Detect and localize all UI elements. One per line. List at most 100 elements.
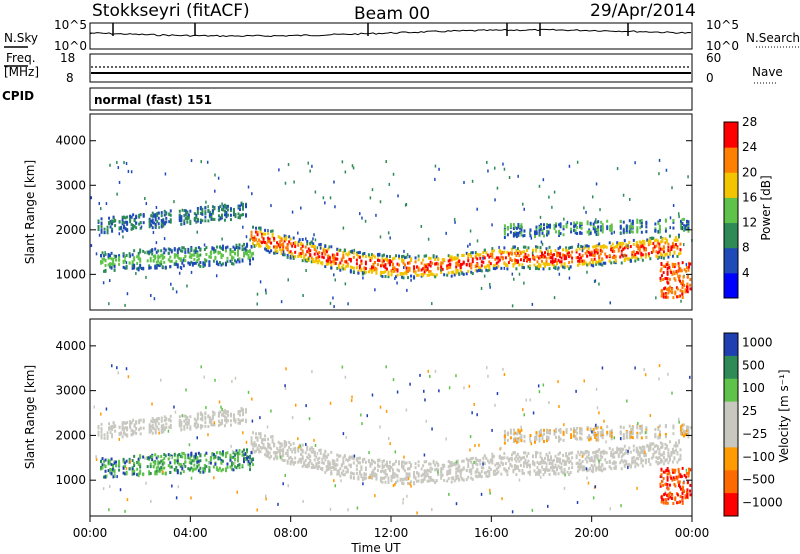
power-cell: [673, 265, 676, 269]
velocity-cell: [569, 459, 572, 463]
velocity-cell: [595, 453, 598, 457]
power-cell: [586, 249, 589, 253]
velocity-cell: [533, 469, 536, 473]
power-cell: [101, 260, 104, 264]
power-cell: [474, 264, 477, 268]
power-cell: [599, 260, 602, 264]
power-cell: [388, 255, 391, 259]
velocity-cell: [533, 463, 536, 467]
velocity-cell: [292, 442, 295, 446]
power-cell: [124, 220, 127, 224]
velocity-cell: [126, 434, 129, 438]
velocity-cell: [324, 470, 327, 474]
velocity-cell: [566, 455, 569, 459]
velocity-cell: [373, 472, 376, 476]
power-cell: [548, 262, 551, 266]
power-cell: [379, 264, 382, 268]
velocity-cell: [218, 456, 221, 460]
velocity-cell: [562, 471, 565, 475]
power-cell: [123, 224, 126, 228]
y-tick-label: 2000: [55, 223, 86, 237]
power-cell: [286, 253, 289, 257]
power-cell: [670, 247, 673, 251]
power-cell: [225, 210, 228, 214]
velocity-cell: [470, 457, 473, 461]
power-cell: [252, 251, 255, 255]
velocity-cell: [599, 468, 602, 472]
velocity-cell: [544, 468, 547, 472]
velocity-cell: [199, 466, 202, 470]
velocity-cell: [417, 460, 420, 464]
power-cell: [225, 206, 228, 210]
power-cell: [240, 213, 243, 217]
velocity-cell: [300, 452, 303, 456]
power-cell: [139, 226, 142, 230]
power-cell: [208, 210, 211, 214]
power-cell: [204, 206, 207, 210]
velocity-cell: [316, 465, 319, 469]
power-cell: [286, 255, 289, 259]
power-cell: [538, 224, 541, 228]
velocity-cell: [235, 466, 238, 470]
power-cell: [370, 267, 373, 271]
power-cell: [682, 243, 685, 247]
power-cell: [573, 229, 576, 233]
velocity-cell: [616, 450, 619, 454]
velocity-cell: [486, 459, 489, 463]
velocity-cell: [280, 457, 283, 461]
power-cell: [313, 244, 316, 248]
power-cell: [316, 246, 319, 250]
velocity-cell: [348, 455, 351, 459]
power-cell: [546, 229, 549, 233]
velocity-cell: [628, 432, 631, 436]
velocity-cell: [125, 472, 128, 476]
power-cell: [98, 202, 101, 206]
power-cell: [426, 273, 429, 277]
power-cell: [363, 271, 366, 275]
velocity-cell: [158, 467, 161, 471]
power-cell: [110, 251, 113, 255]
velocity-cell: [413, 481, 416, 485]
velocity-cell: [363, 472, 366, 476]
power-cell: [288, 240, 291, 244]
velocity-cell: [271, 440, 274, 444]
velocity-cell: [118, 432, 121, 436]
power-cell: [515, 261, 518, 265]
velocity-cell: [636, 486, 638, 490]
power-cell: [361, 252, 364, 256]
power-cell: [197, 263, 200, 267]
power-cell: [536, 265, 539, 269]
power-cell: [470, 266, 473, 270]
power-cell: [515, 235, 518, 239]
velocity-cell: [687, 425, 690, 429]
velocity-cell: [428, 475, 431, 479]
velocity-cell: [662, 462, 665, 466]
power-cell: [556, 251, 559, 255]
power-cell: [659, 278, 662, 282]
velocity-cell: [435, 461, 438, 465]
power-cell: [194, 261, 197, 265]
power-cell: [544, 265, 547, 269]
power-cell: [124, 216, 127, 220]
freq-panel: Freq. [MHz] 18 8 60 0 Nave: [4, 51, 783, 85]
power-cell: [243, 247, 246, 251]
velocity-cell: [305, 404, 307, 408]
velocity-cell: [595, 423, 597, 427]
power-cell: [382, 253, 385, 257]
power-cell: [342, 254, 345, 258]
velocity-cell: [357, 456, 360, 460]
power-cell: [619, 224, 622, 228]
power-cell: [684, 290, 687, 294]
velocity-data: [93, 364, 692, 515]
velocity-cell: [346, 459, 349, 463]
power-cell: [232, 245, 235, 249]
velocity-cell: [107, 458, 110, 462]
power-cell: [550, 256, 553, 260]
power-cell: [118, 256, 121, 260]
velocity-cell: [213, 412, 216, 416]
power-cell: [463, 180, 465, 184]
velocity-cell: [422, 472, 425, 476]
velocity-cell: [402, 460, 405, 464]
power-cell: [390, 273, 393, 277]
power-cell: [162, 224, 165, 228]
